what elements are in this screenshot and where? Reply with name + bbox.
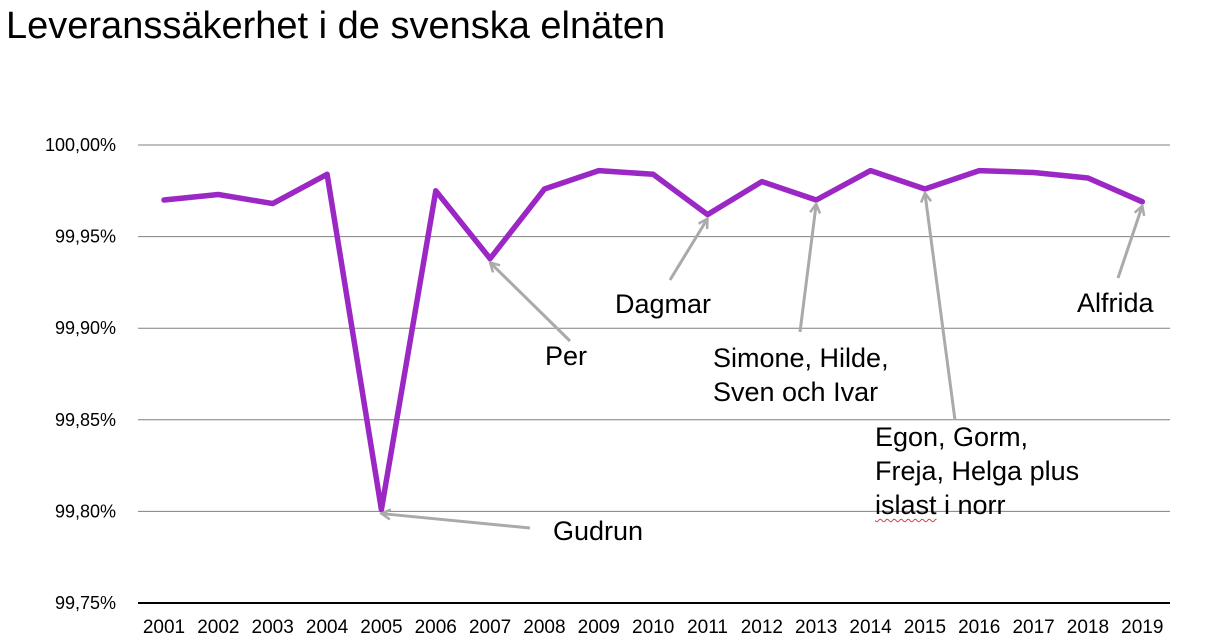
annotation-arrow [1116, 206, 1142, 279]
annotation-per: Per [545, 341, 588, 371]
x-tick-label: 2017 [1012, 617, 1054, 637]
x-tick-label: 2003 [252, 617, 294, 637]
y-tick-label: 100,00% [45, 135, 116, 155]
y-tick-label: 99,90% [55, 318, 116, 338]
x-tick-label: 2014 [849, 617, 892, 637]
x-tick-label: 2011 [687, 617, 728, 637]
annotation-simone-hilde-sven-ivar: Simone, Hilde, Sven och Ivar [713, 343, 889, 407]
x-tick-label: 2004 [306, 617, 349, 637]
annotation-alfrida: Alfrida [1077, 288, 1154, 318]
x-tick-label: 2009 [578, 617, 620, 637]
y-tick-label: 99,85% [55, 410, 116, 430]
x-tick-label: 2018 [1067, 617, 1109, 637]
annotation-arrow [798, 204, 816, 333]
x-tick-label: 2007 [469, 617, 511, 637]
annotation-egon-gorm-freja-helga: Egon, Gorm, Freja, Helga plus islast i n… [875, 422, 1080, 520]
annotation-gudrun: Gudrun [553, 516, 644, 546]
spellcheck-word: islast [875, 490, 937, 520]
x-tick-label: 2019 [1121, 617, 1163, 637]
y-tick-label: 99,80% [55, 501, 116, 521]
x-tick-label: 2015 [904, 617, 946, 637]
data-series-line [161, 167, 1146, 513]
chart-title: Leveranssäkerhet i de svenska elnäten [6, 5, 666, 47]
x-tick-label: 2013 [795, 617, 837, 637]
x-tick-label: 2008 [523, 617, 565, 637]
x-tick-label: 2012 [741, 617, 783, 637]
annotation-arrow [925, 193, 957, 421]
y-tick-label: 99,95% [55, 227, 116, 247]
x-tick-label: 2006 [415, 617, 457, 637]
annotation-arrow [490, 263, 572, 343]
annotation-dagmar: Dagmar [615, 289, 712, 319]
x-tick-label: 2010 [632, 617, 674, 637]
x-tick-label: 2016 [958, 617, 1000, 637]
x-tick-label: 2005 [360, 617, 402, 637]
x-tick-label: 2001 [143, 617, 185, 637]
annotation-arrow [668, 219, 708, 281]
x-tick-label: 2002 [197, 617, 239, 637]
y-tick-label: 99,75% [55, 593, 116, 613]
annotation-arrow [381, 514, 531, 530]
